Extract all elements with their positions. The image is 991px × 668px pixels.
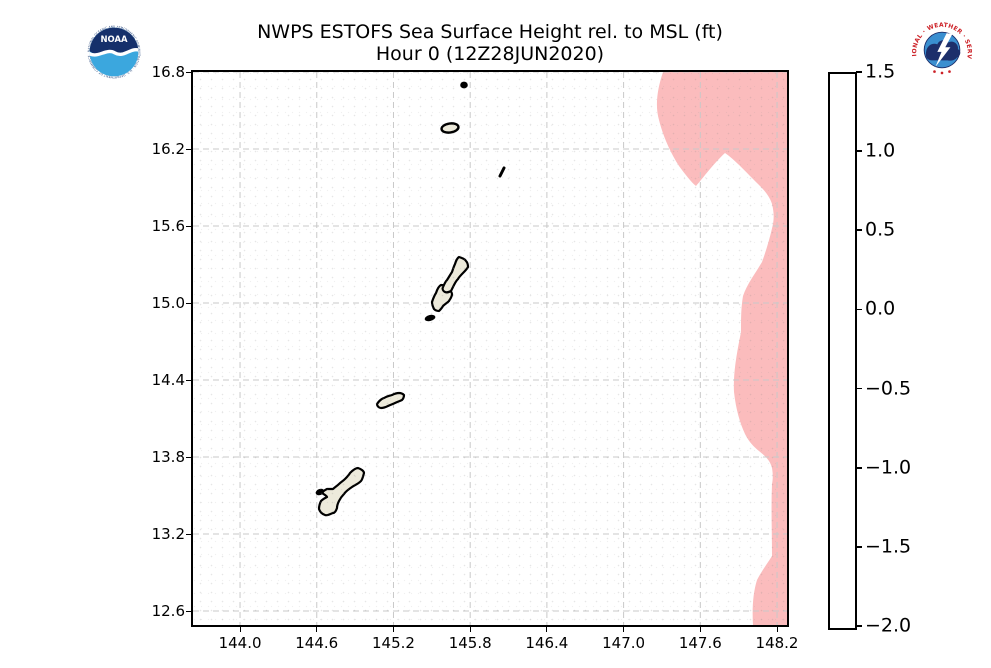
- y-axis-label: 15.6: [151, 216, 185, 235]
- colorbar-tick-label: −0.5: [865, 377, 912, 400]
- colorbar-segment-0-0.5: [830, 258, 855, 351]
- y-axis-tick: [186, 379, 191, 381]
- y-axis-label: 14.4: [151, 370, 185, 389]
- colorbar-tick-label: −1.5: [865, 535, 912, 558]
- colorbar: [828, 72, 857, 630]
- y-axis-label: 12.6: [151, 601, 185, 620]
- saipan-island: [441, 255, 470, 294]
- colorbar-tick: [856, 625, 862, 627]
- x-axis-label: 144.6: [295, 634, 339, 652]
- map-plot-area: [191, 70, 789, 627]
- colorbar-segment-1-1.5: [830, 74, 855, 167]
- x-axis-tick: [776, 627, 778, 632]
- x-axis-label: 144.0: [218, 634, 262, 652]
- y-axis-tick: [186, 456, 191, 458]
- colorbar-tick: [856, 466, 862, 469]
- colorbar-tick: [856, 387, 862, 390]
- y-axis-tick: [186, 302, 191, 304]
- x-axis-tick: [316, 627, 318, 632]
- x-axis-label: 148.2: [755, 634, 799, 652]
- y-axis-label: 15.0: [151, 293, 185, 312]
- aguijan-island: [424, 314, 436, 322]
- y-axis-label: 16.8: [151, 62, 185, 81]
- y-axis-tick: [186, 533, 191, 535]
- colorbar-segment--1--0.5: [830, 350, 855, 444]
- x-axis-label: 145.2: [371, 634, 415, 652]
- colorbar-segment-0.5-1: [830, 166, 855, 259]
- nws-ring-dot: [940, 71, 944, 75]
- noaa-logo: NATIONAL OCEANIC AND ATMOSPHERIC ADMINIS…: [84, 22, 144, 82]
- x-axis-tick: [392, 627, 394, 632]
- anatahan-island: [440, 122, 460, 134]
- y-axis-tick: [186, 148, 191, 150]
- map-canvas: [193, 72, 787, 625]
- colorbar-tick: [856, 546, 862, 548]
- guam-harbor-dot: [315, 488, 325, 496]
- x-axis-label: 146.4: [525, 634, 569, 652]
- chart-subtitle: Hour 0 (12Z28JUN2020): [375, 43, 605, 65]
- colorbar-tick: [856, 308, 862, 311]
- x-axis-label: 147.6: [678, 634, 722, 652]
- noaa-logo-label: NOAA: [100, 34, 127, 44]
- y-axis-label: 13.8: [151, 447, 185, 466]
- x-axis-tick: [623, 627, 625, 632]
- rota-island: [375, 391, 406, 410]
- y-axis-tick: [186, 225, 191, 227]
- sarigan-island: [460, 81, 468, 89]
- guam-island: [317, 466, 366, 517]
- y-axis-tick: [186, 610, 191, 612]
- nws-ring-dot: [948, 70, 951, 73]
- colorbar-tick: [856, 229, 862, 232]
- colorbar-tick-label: 1.5: [865, 60, 896, 83]
- x-axis-tick: [699, 627, 701, 632]
- chart-title: NWPS ESTOFS Sea Surface Height rel. to M…: [257, 21, 723, 43]
- colorbar-segment--1.5--1: [830, 443, 855, 536]
- y-axis-tick: [186, 71, 191, 73]
- x-axis-tick: [546, 627, 548, 632]
- x-axis-tick: [469, 627, 471, 632]
- colorbar-tick: [856, 71, 862, 73]
- colorbar-tick-label: −1.0: [865, 456, 912, 479]
- colorbar-tick-label: −2.0: [865, 614, 912, 637]
- y-axis-label: 13.2: [151, 524, 185, 543]
- x-axis-label: 145.8: [448, 634, 492, 652]
- colorbar-tick-label: 0.5: [865, 218, 896, 241]
- colorbar-tick: [856, 150, 862, 152]
- colorbar-tick-label: 1.0: [865, 139, 896, 162]
- x-axis-label: 147.0: [602, 634, 646, 652]
- colorbar-segment--2--1.5: [830, 535, 855, 628]
- y-axis-label: 16.2: [151, 139, 185, 158]
- ssh-0.0-0.5ft-pink-water: [656, 72, 787, 625]
- noaa-bird-icon: [89, 48, 139, 57]
- colorbar-tick-label: 0.0: [865, 297, 896, 320]
- nws-ring-dot: [933, 70, 936, 73]
- farallon-de-medinilla-island: [498, 166, 506, 178]
- x-axis-tick: [239, 627, 241, 632]
- nws-lightning-icon: [935, 33, 953, 67]
- nws-logo: NATIONAL · WEATHER · SERVICE: [912, 20, 972, 80]
- noaa-logo-sky: [89, 27, 139, 55]
